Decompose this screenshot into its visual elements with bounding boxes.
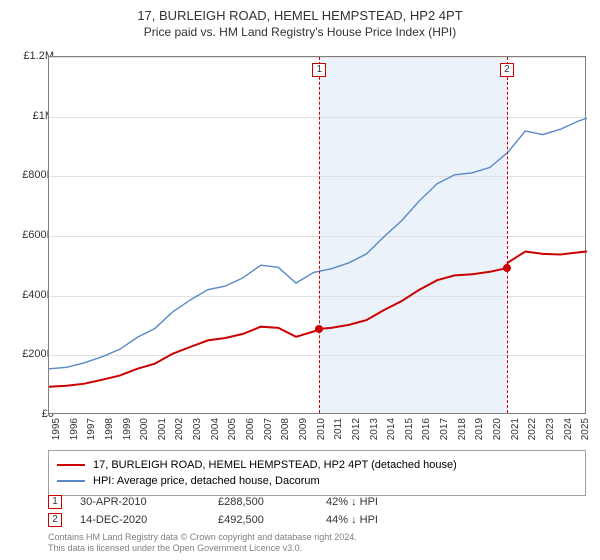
event-price: £288,500: [218, 496, 308, 508]
table-row: 2 14-DEC-2020 £492,500 44% ↓ HPI: [48, 511, 586, 529]
x-tick-label: 2021: [510, 418, 521, 440]
x-tick-label: 2025: [580, 418, 591, 440]
x-tick-label: 1997: [86, 418, 97, 440]
event-table: 1 30-APR-2010 £288,500 42% ↓ HPI 2 14-DE…: [48, 493, 586, 529]
x-tick-label: 2020: [492, 418, 503, 440]
legend-item: 17, BURLEIGH ROAD, HEMEL HEMPSTEAD, HP2 …: [57, 457, 577, 473]
footer-attribution: Contains HM Land Registry data © Crown c…: [48, 532, 586, 554]
event-marker-box: 2: [500, 63, 514, 77]
event-dot: [503, 264, 511, 272]
x-tick-label: 2024: [563, 418, 574, 440]
x-tick-label: 2017: [439, 418, 450, 440]
x-tick-label: 1996: [69, 418, 80, 440]
x-tick-label: 2018: [457, 418, 468, 440]
event-marker-box: 1: [312, 63, 326, 77]
x-tick-label: 1995: [51, 418, 62, 440]
x-tick-label: 2009: [298, 418, 309, 440]
x-tick-label: 2001: [157, 418, 168, 440]
legend-swatch: [57, 480, 85, 482]
x-tick-label: 2005: [227, 418, 238, 440]
chart-plot-area: 12: [48, 56, 586, 414]
legend-item: HPI: Average price, detached house, Daco…: [57, 473, 577, 489]
x-tick-label: 2015: [404, 418, 415, 440]
x-tick-label: 2013: [369, 418, 380, 440]
title-subtitle: Price paid vs. HM Land Registry's House …: [0, 25, 600, 39]
x-tick-label: 2008: [280, 418, 291, 440]
x-tick-label: 1999: [122, 418, 133, 440]
x-tick-label: 2007: [263, 418, 274, 440]
event-dot: [315, 325, 323, 333]
x-tick-label: 2012: [351, 418, 362, 440]
x-tick-label: 1998: [104, 418, 115, 440]
titles: 17, BURLEIGH ROAD, HEMEL HEMPSTEAD, HP2 …: [0, 0, 600, 39]
x-tick-label: 2019: [474, 418, 485, 440]
x-tick-label: 2003: [192, 418, 203, 440]
legend: 17, BURLEIGH ROAD, HEMEL HEMPSTEAD, HP2 …: [48, 450, 586, 496]
legend-label: HPI: Average price, detached house, Daco…: [93, 475, 320, 487]
x-tick-label: 2006: [245, 418, 256, 440]
x-tick-label: 2014: [386, 418, 397, 440]
x-tick-label: 2023: [545, 418, 556, 440]
x-tick-label: 2011: [333, 418, 344, 440]
event-id-box: 2: [48, 513, 62, 527]
event-date: 14-DEC-2020: [80, 514, 200, 526]
x-tick-label: 2000: [139, 418, 150, 440]
figure-container: 17, BURLEIGH ROAD, HEMEL HEMPSTEAD, HP2 …: [0, 0, 600, 560]
event-price: £492,500: [218, 514, 308, 526]
event-diff: 42% ↓ HPI: [326, 496, 446, 508]
x-tick-label: 2016: [421, 418, 432, 440]
event-vline: [319, 57, 320, 413]
event-vline: [507, 57, 508, 413]
x-tick-label: 2002: [174, 418, 185, 440]
event-date: 30-APR-2010: [80, 496, 200, 508]
x-tick-label: 2010: [316, 418, 327, 440]
event-id-box: 1: [48, 495, 62, 509]
footer-line: This data is licensed under the Open Gov…: [48, 543, 586, 554]
footer-line: Contains HM Land Registry data © Crown c…: [48, 532, 586, 543]
legend-swatch: [57, 464, 85, 466]
x-tick-label: 2004: [210, 418, 221, 440]
legend-label: 17, BURLEIGH ROAD, HEMEL HEMPSTEAD, HP2 …: [93, 459, 457, 471]
x-tick-label: 2022: [527, 418, 538, 440]
event-diff: 44% ↓ HPI: [326, 514, 446, 526]
table-row: 1 30-APR-2010 £288,500 42% ↓ HPI: [48, 493, 586, 511]
title-address: 17, BURLEIGH ROAD, HEMEL HEMPSTEAD, HP2 …: [0, 8, 600, 23]
